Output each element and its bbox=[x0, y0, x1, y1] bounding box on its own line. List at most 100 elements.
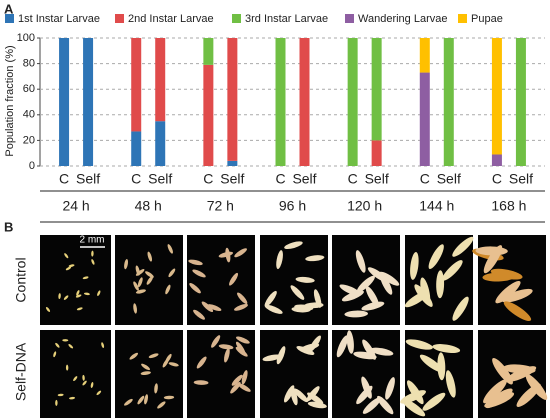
larva bbox=[483, 379, 507, 404]
larva bbox=[140, 371, 151, 375]
larva bbox=[237, 383, 251, 392]
larva bbox=[262, 354, 282, 362]
larva bbox=[525, 374, 548, 400]
larva bbox=[83, 292, 90, 296]
larva bbox=[362, 397, 381, 414]
x-tick-label: C bbox=[420, 171, 430, 187]
x-tick-label: Self bbox=[220, 171, 244, 187]
x-tick-label: C bbox=[492, 171, 502, 187]
larva bbox=[207, 304, 222, 312]
bar-segment bbox=[203, 38, 214, 65]
legend-swatch bbox=[232, 14, 241, 23]
larva bbox=[402, 398, 426, 417]
larva bbox=[483, 245, 503, 274]
group-label: 24 h bbox=[62, 198, 89, 214]
larva bbox=[353, 351, 377, 360]
bar-segment bbox=[347, 38, 358, 166]
larva bbox=[264, 290, 277, 307]
larva bbox=[82, 276, 89, 280]
bar-segment bbox=[131, 38, 142, 132]
bar-segment bbox=[131, 131, 142, 166]
larva bbox=[168, 268, 176, 278]
larva bbox=[168, 362, 179, 367]
larva bbox=[188, 259, 203, 266]
scale-bar-label: 2 mm bbox=[80, 235, 105, 246]
larva bbox=[495, 281, 521, 304]
larva bbox=[410, 252, 419, 280]
y-tick-label: 80 bbox=[23, 58, 35, 70]
larva bbox=[506, 366, 537, 382]
larva bbox=[154, 383, 158, 394]
x-tick-label: C bbox=[348, 171, 358, 187]
bar-segment bbox=[155, 121, 166, 166]
larva bbox=[162, 358, 169, 368]
larva bbox=[307, 401, 327, 409]
group-label: 120 h bbox=[347, 198, 382, 214]
larva bbox=[405, 339, 433, 350]
larva bbox=[385, 377, 395, 400]
bar-segment bbox=[155, 38, 166, 122]
larva bbox=[53, 351, 57, 358]
larva bbox=[377, 395, 394, 415]
larva bbox=[404, 290, 429, 308]
x-tick-label: C bbox=[275, 171, 285, 187]
larva bbox=[57, 393, 64, 397]
legend-swatch bbox=[458, 14, 467, 23]
larva bbox=[55, 399, 58, 406]
larva bbox=[339, 284, 362, 296]
y-tick-label: 0 bbox=[29, 160, 35, 172]
group-label: 144 h bbox=[419, 198, 454, 214]
larva bbox=[235, 346, 248, 357]
bar-segment bbox=[59, 38, 70, 166]
y-tick-label: 20 bbox=[23, 134, 35, 146]
row-label: Control bbox=[13, 257, 29, 302]
larva bbox=[211, 335, 221, 348]
larva bbox=[75, 294, 82, 298]
larva bbox=[147, 251, 153, 262]
larva bbox=[64, 253, 69, 259]
larva bbox=[264, 304, 283, 314]
larva bbox=[137, 277, 143, 288]
larva bbox=[442, 260, 463, 281]
bar-segment bbox=[443, 38, 454, 166]
row-label: Self-DNA bbox=[13, 342, 29, 401]
larva bbox=[68, 264, 75, 267]
x-tick-label: C bbox=[59, 171, 69, 187]
bar-segment bbox=[491, 154, 502, 166]
legend-label: 2nd Instar Larvae bbox=[128, 13, 214, 25]
legend-label: Pupae bbox=[471, 13, 503, 25]
larva bbox=[133, 303, 138, 314]
larva bbox=[146, 275, 154, 285]
larva bbox=[65, 364, 69, 371]
larva bbox=[406, 380, 424, 405]
larva bbox=[101, 342, 105, 349]
larva bbox=[452, 236, 474, 257]
larva bbox=[45, 306, 51, 312]
legend-swatch bbox=[115, 14, 124, 23]
larva bbox=[234, 303, 248, 311]
larva bbox=[135, 268, 145, 276]
legend-swatch bbox=[345, 14, 354, 23]
larva bbox=[189, 283, 201, 294]
group-label: 72 h bbox=[207, 198, 234, 214]
legend-label: 1st Instar Larvae bbox=[18, 13, 100, 25]
larva bbox=[69, 396, 76, 400]
x-tick-label: Self bbox=[148, 171, 172, 187]
larva bbox=[55, 342, 60, 348]
larva bbox=[428, 244, 444, 270]
larva bbox=[336, 335, 348, 358]
larva bbox=[295, 276, 315, 283]
larva bbox=[124, 259, 128, 270]
group-label: 96 h bbox=[279, 198, 306, 214]
bar-segment bbox=[371, 140, 382, 166]
bar-segment bbox=[515, 38, 526, 166]
larva bbox=[135, 289, 146, 294]
x-tick-label: C bbox=[203, 171, 213, 187]
larva bbox=[361, 301, 385, 311]
y-axis-label: Population fraction (%) bbox=[4, 45, 16, 156]
x-tick-label: Self bbox=[509, 171, 533, 187]
larva bbox=[91, 250, 94, 257]
bar-segment bbox=[371, 38, 382, 141]
larva bbox=[133, 281, 139, 291]
